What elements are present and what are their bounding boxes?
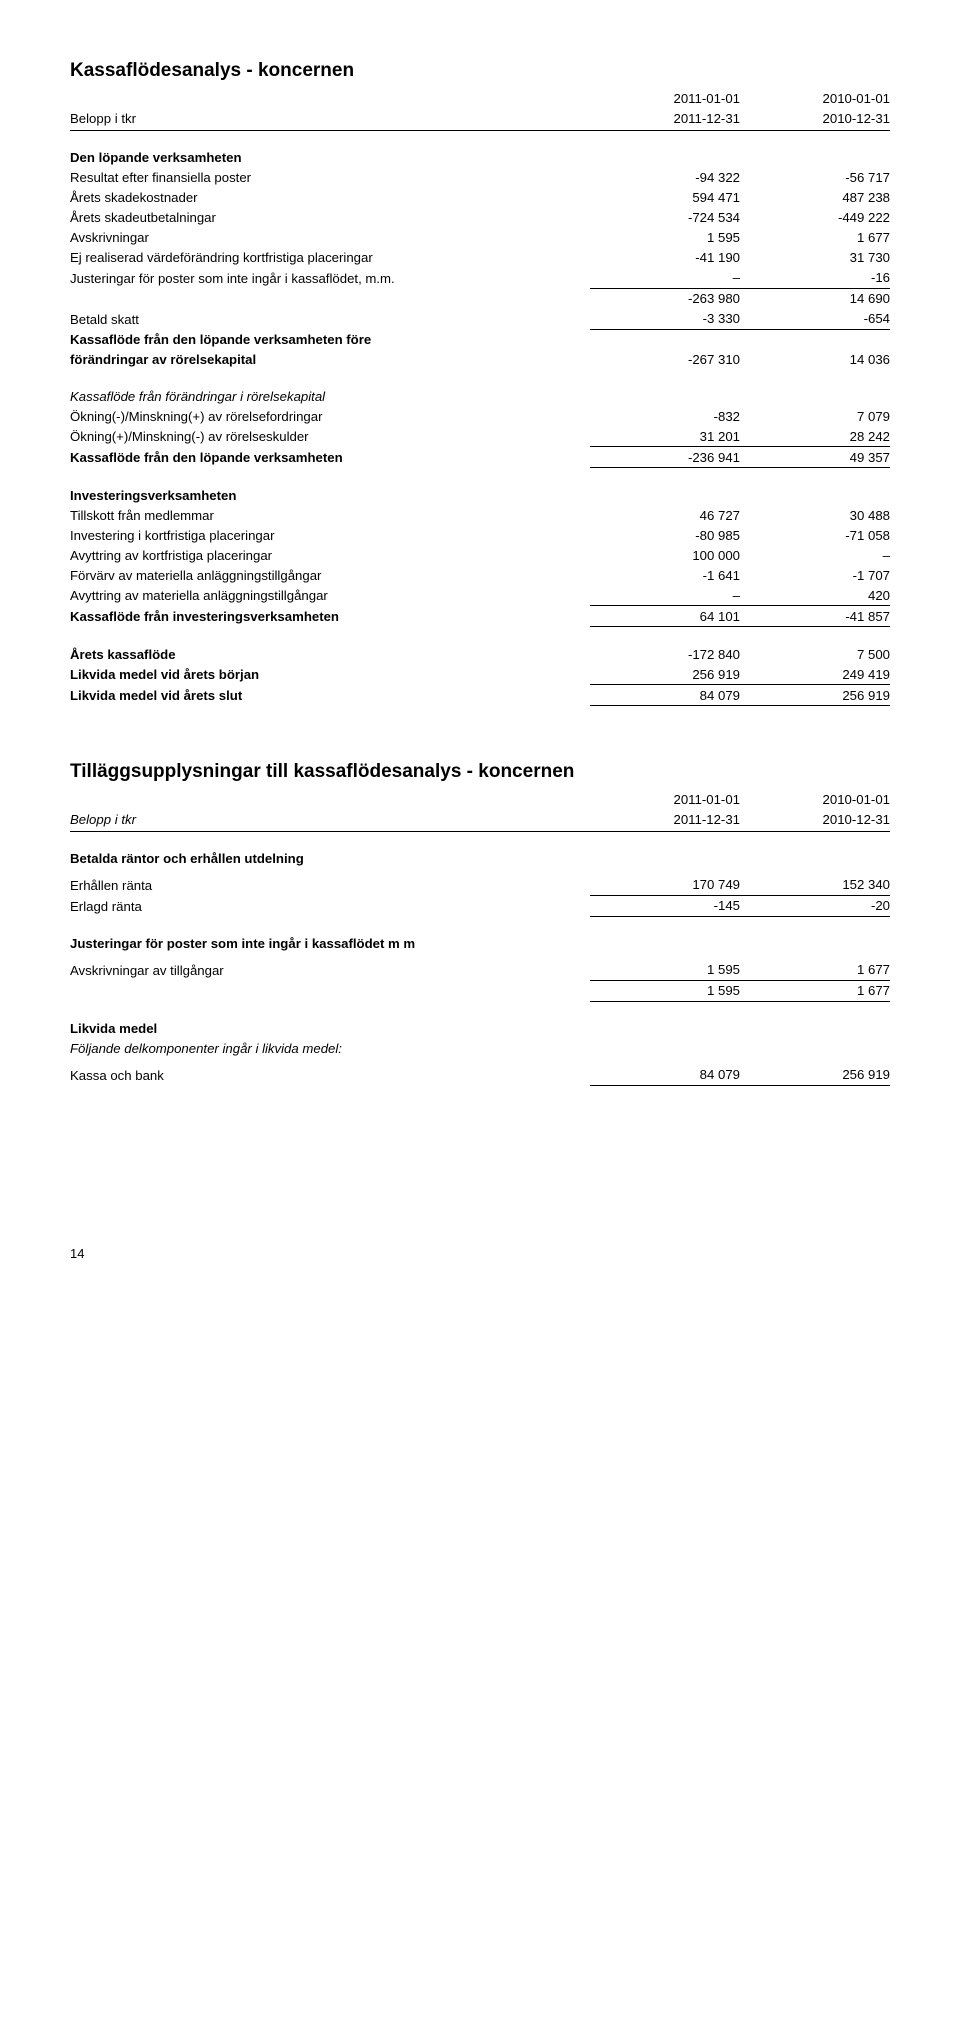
- col1-header-bot: 2011-12-31: [590, 108, 740, 130]
- table-row: Ökning(-)/Minskning(+) av rörelsefordrin…: [70, 406, 890, 426]
- table-row: Årets skadeutbetalningar -724 534 -449 2…: [70, 208, 890, 228]
- table-row: Investering i kortfristiga placeringar -…: [70, 525, 890, 545]
- t2-col2-top: 2010-01-01: [740, 789, 890, 809]
- lopande-heading: Den löpande verksamheten: [70, 148, 590, 168]
- table-row: Avskrivningar av tillgångar 1 595 1 677: [70, 960, 890, 981]
- table-row: Avskrivningar 1 595 1 677: [70, 228, 890, 248]
- table-row: Avyttring av materiella anläggningstillg…: [70, 585, 890, 606]
- belopp-label: Belopp i tkr: [70, 108, 590, 130]
- table-row: Resultat efter finansiella poster -94 32…: [70, 168, 890, 188]
- invest-heading: Investeringsverksamheten: [70, 485, 590, 505]
- table-row: Ökning(+)/Minskning(-) av rörelseskulder…: [70, 426, 890, 447]
- forandringar-heading: Kassaflöde från förändringar i rörelseka…: [70, 386, 590, 406]
- subtotal-row: 1 595 1 677: [70, 980, 890, 1001]
- table-row: Förvärv av materiella anläggningstillgån…: [70, 565, 890, 585]
- foljande-text: Följande delkomponenter ingår i likvida …: [70, 1039, 590, 1059]
- table2-title: Tilläggsupplysningar till kassaflödesana…: [70, 761, 890, 783]
- t2-belopp-label: Belopp i tkr: [70, 809, 590, 831]
- table-row: Kassaflöde från den löpande verksamheten…: [70, 329, 890, 349]
- table1: 2011-01-01 2010-01-01 Belopp i tkr 2011-…: [70, 88, 890, 706]
- table-row: Betald skatt -3 330 -654: [70, 309, 890, 330]
- table-row: Erhållen ränta 170 749 152 340: [70, 875, 890, 896]
- table1-title: Kassaflödesanalys - koncernen: [70, 60, 890, 82]
- table-row: Tillskott från medlemmar 46 727 30 488: [70, 505, 890, 525]
- col1-header-top: 2011-01-01: [590, 88, 740, 108]
- subtotal-row: -263 980 14 690: [70, 288, 890, 309]
- col2-header-top: 2010-01-01: [740, 88, 890, 108]
- betalda-heading: Betalda räntor och erhållen utdelning: [70, 849, 590, 869]
- table-row: Likvida medel vid årets början 256 919 2…: [70, 664, 890, 685]
- table-row: Ej realiserad värdeförändring kortfristi…: [70, 248, 890, 268]
- table2: 2011-01-01 2010-01-01 Belopp i tkr 2011-…: [70, 789, 890, 1086]
- likvida-heading: Likvida medel: [70, 1019, 590, 1039]
- subtotal-row: Likvida medel vid årets slut 84 079 256 …: [70, 685, 890, 706]
- t2-col1-top: 2011-01-01: [590, 789, 740, 809]
- table-row: Årets skadekostnader 594 471 487 238: [70, 188, 890, 208]
- subtotal-row: Kassaflöde från den löpande verksamheten…: [70, 447, 890, 468]
- table-row: Justeringar för poster som inte ingår i …: [70, 268, 890, 289]
- justeringar-heading: Justeringar för poster som inte ingår i …: [70, 934, 590, 954]
- table-row: Kassa och bank 84 079 256 919: [70, 1065, 890, 1086]
- table-row: Årets kassaflöde -172 840 7 500: [70, 644, 890, 664]
- col2-header-bot: 2010-12-31: [740, 108, 890, 130]
- page-number: 14: [70, 1246, 890, 1261]
- table-row: förändringar av rörelsekapital -267 310 …: [70, 349, 890, 369]
- subtotal-row: Kassaflöde från investeringsverksamheten…: [70, 606, 890, 627]
- table-row: Erlagd ränta -145 -20: [70, 895, 890, 916]
- table-row: Avyttring av kortfristiga placeringar 10…: [70, 545, 890, 565]
